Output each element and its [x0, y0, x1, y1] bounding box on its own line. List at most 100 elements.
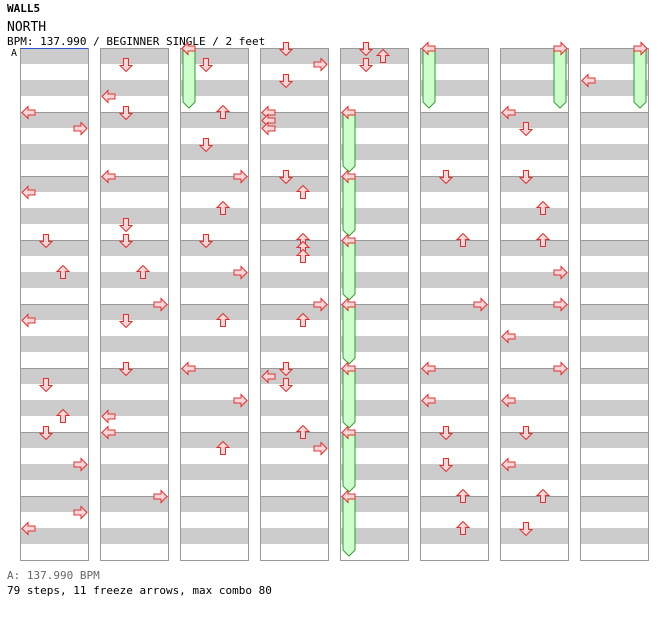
step-left-arrow-icon [21, 105, 36, 120]
freeze-arrow-left [342, 432, 356, 493]
beat-stripe [420, 496, 488, 512]
beat-stripe [100, 304, 168, 320]
step-down-arrow-icon [278, 378, 294, 393]
freeze-arrow-left [342, 304, 356, 365]
beat-stripe [180, 272, 248, 288]
step-down-arrow-icon [278, 362, 294, 377]
beat-stripe [20, 400, 88, 416]
beat-stripe [580, 400, 648, 416]
step-down-arrow-icon [278, 74, 294, 89]
beat-stripe [420, 528, 488, 544]
step-right-arrow-icon [553, 265, 568, 280]
difficulty-name: NORTH [7, 20, 47, 35]
beat-stripe [500, 80, 568, 96]
beat-stripe [580, 240, 648, 256]
step-up-arrow-icon [295, 248, 311, 263]
beat-stripe [20, 208, 88, 224]
beat-stripe [180, 432, 248, 448]
beat-stripe [340, 432, 408, 448]
step-down-arrow-icon [198, 138, 214, 153]
beat-stripe [580, 432, 648, 448]
freeze-arrow-left [342, 176, 356, 237]
beat-stripe [100, 400, 168, 416]
freeze-arrow-left [342, 240, 356, 301]
step-left-arrow-icon [101, 425, 116, 440]
beat-stripe [260, 368, 328, 384]
step-left-arrow-icon [581, 73, 596, 88]
step-down-arrow-icon [198, 234, 214, 249]
step-right-arrow-icon [313, 441, 328, 456]
beat-stripe [500, 208, 568, 224]
beat-stripe [20, 272, 88, 288]
beat-stripe [180, 400, 248, 416]
step-up-arrow-icon [455, 232, 471, 247]
beat-stripe [420, 176, 488, 192]
beat-stripe [340, 208, 408, 224]
beat-stripe [180, 336, 248, 352]
beat-stripe [260, 208, 328, 224]
beat-stripe [100, 176, 168, 192]
beat-stripe [420, 432, 488, 448]
beat-stripe [580, 528, 648, 544]
step-down-arrow-icon [518, 170, 534, 185]
beat-stripe [100, 272, 168, 288]
step-down-arrow-icon [278, 42, 294, 57]
step-right-arrow-icon [153, 489, 168, 504]
step-up-arrow-icon [135, 264, 151, 279]
beat-stripe [20, 240, 88, 256]
beat-stripe [260, 112, 328, 128]
measure-box [180, 496, 249, 561]
step-up-arrow-icon [215, 200, 231, 215]
freeze-arrow-left [342, 112, 356, 173]
freeze-head-left-arrow-icon [341, 233, 356, 248]
beat-stripe [260, 144, 328, 160]
beat-stripe [260, 304, 328, 320]
step-down-arrow-icon [438, 170, 454, 185]
step-left-arrow-icon [21, 313, 36, 328]
beat-stripe [100, 80, 168, 96]
step-up-arrow-icon [295, 184, 311, 199]
step-right-arrow-icon [73, 505, 88, 520]
step-right-arrow-icon [553, 361, 568, 376]
step-down-arrow-icon [358, 58, 374, 73]
beat-stripe [500, 144, 568, 160]
song-title: WALL5 [7, 2, 41, 15]
beat-stripe [420, 304, 488, 320]
beat-stripe [420, 112, 488, 128]
beat-stripe [100, 368, 168, 384]
measure-box [100, 496, 169, 561]
step-left-arrow-icon [261, 369, 276, 384]
beat-stripe [340, 336, 408, 352]
step-down-arrow-icon [278, 170, 294, 185]
freeze-arrow-left [342, 496, 356, 557]
beat-stripe [180, 144, 248, 160]
beat-stripe [420, 272, 488, 288]
beat-stripe [500, 432, 568, 448]
beat-stripe [500, 400, 568, 416]
beat-stripe [20, 528, 88, 544]
freeze-head-left-arrow-icon [341, 425, 356, 440]
beat-stripe [180, 48, 248, 64]
step-up-arrow-icon [455, 488, 471, 503]
beat-stripe [340, 112, 408, 128]
beat-stripe [260, 400, 328, 416]
beat-stripe [20, 496, 88, 512]
beat-stripe [420, 208, 488, 224]
step-down-arrow-icon [38, 234, 54, 249]
measure-box [500, 496, 569, 561]
step-down-arrow-icon [518, 522, 534, 537]
step-left-arrow-icon [101, 169, 116, 184]
beat-stripe [580, 112, 648, 128]
step-left-arrow-icon [261, 121, 276, 136]
freeze-head-left-arrow-icon [341, 105, 356, 120]
step-down-arrow-icon [118, 218, 134, 233]
beat-stripe [20, 368, 88, 384]
step-down-arrow-icon [518, 122, 534, 137]
beat-stripe [260, 528, 328, 544]
beat-stripe [500, 112, 568, 128]
beat-stripe [580, 496, 648, 512]
beat-stripe [420, 400, 488, 416]
beat-stripe [100, 112, 168, 128]
step-left-arrow-icon [501, 457, 516, 472]
step-down-arrow-icon [118, 58, 134, 73]
